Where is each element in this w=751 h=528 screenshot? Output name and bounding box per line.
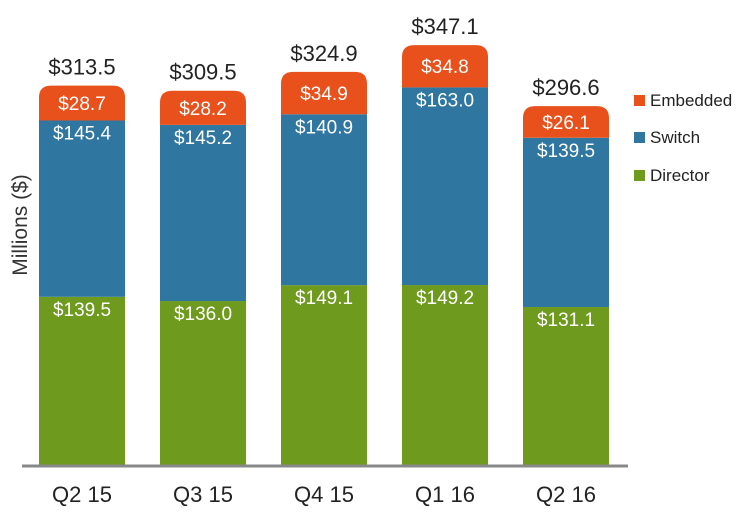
bar-embedded-3 — [402, 45, 488, 88]
total-label-4: $296.6 — [532, 75, 599, 100]
bar-embedded-0 — [39, 85, 125, 121]
data-labels: $139.5 $145.4 $28.7 $313.5 $136.0 $145.2 $28.2… — [48, 14, 599, 331]
legend-label-director: Director — [650, 166, 710, 185]
bar-director-3 — [402, 285, 488, 466]
data-label-switch-4: $139.5 — [537, 141, 595, 162]
data-label-embedded-2: $34.9 — [300, 84, 348, 105]
bar-embedded-1 — [160, 90, 246, 125]
data-label-embedded-3: $34.8 — [421, 57, 469, 78]
bar-director-0 — [39, 296, 125, 466]
x-tick-label-4: Q2 16 — [536, 482, 596, 507]
total-label-0: $313.5 — [48, 55, 115, 80]
x-tick-label-2: Q4 15 — [294, 482, 354, 507]
bar-switch-0 — [39, 120, 125, 297]
bar-switch-4 — [523, 137, 609, 307]
data-label-switch-1: $145.2 — [174, 128, 232, 149]
data-label-director-3: $149.2 — [416, 288, 474, 309]
data-label-director-2: $149.1 — [295, 288, 353, 309]
legend-swatch-switch — [634, 132, 645, 143]
x-tick-label-1: Q3 15 — [173, 482, 233, 507]
y-axis-title: Millions ($) — [9, 174, 32, 276]
total-label-2: $324.9 — [290, 41, 357, 66]
bar-switch-2 — [281, 114, 367, 286]
data-label-switch-3: $163.0 — [416, 90, 474, 111]
bar-director-1 — [160, 301, 246, 466]
bar-switch-3 — [402, 87, 488, 286]
x-tick-label-0: Q2 15 — [52, 482, 112, 507]
bar-embedded-2 — [281, 71, 367, 115]
total-label-3: $347.1 — [411, 14, 478, 39]
data-label-switch-2: $140.9 — [295, 117, 353, 138]
x-tick-label-3: Q1 16 — [415, 482, 475, 507]
total-label-1: $309.5 — [169, 60, 236, 85]
legend: Embedded Switch Director — [634, 91, 732, 185]
bars — [39, 45, 609, 466]
data-label-director-1: $136.0 — [174, 304, 232, 325]
legend-swatch-director — [634, 170, 645, 181]
x-axis-tick-labels: Q2 15 Q3 15 Q4 15 Q1 16 Q2 16 — [52, 482, 596, 507]
data-label-director-0: $139.5 — [53, 300, 111, 321]
legend-label-switch: Switch — [650, 128, 700, 147]
data-label-director-4: $131.1 — [537, 310, 595, 331]
data-label-embedded-4: $26.1 — [542, 113, 590, 134]
bar-director-2 — [281, 285, 367, 466]
bar-embedded-4 — [523, 106, 609, 138]
bar-director-4 — [523, 306, 609, 466]
bar-switch-1 — [160, 124, 246, 302]
legend-swatch-embedded — [634, 95, 645, 106]
data-label-switch-0: $145.4 — [53, 123, 112, 144]
legend-label-embedded: Embedded — [650, 91, 732, 110]
data-label-embedded-0: $28.7 — [58, 94, 106, 115]
data-label-embedded-1: $28.2 — [179, 99, 227, 120]
